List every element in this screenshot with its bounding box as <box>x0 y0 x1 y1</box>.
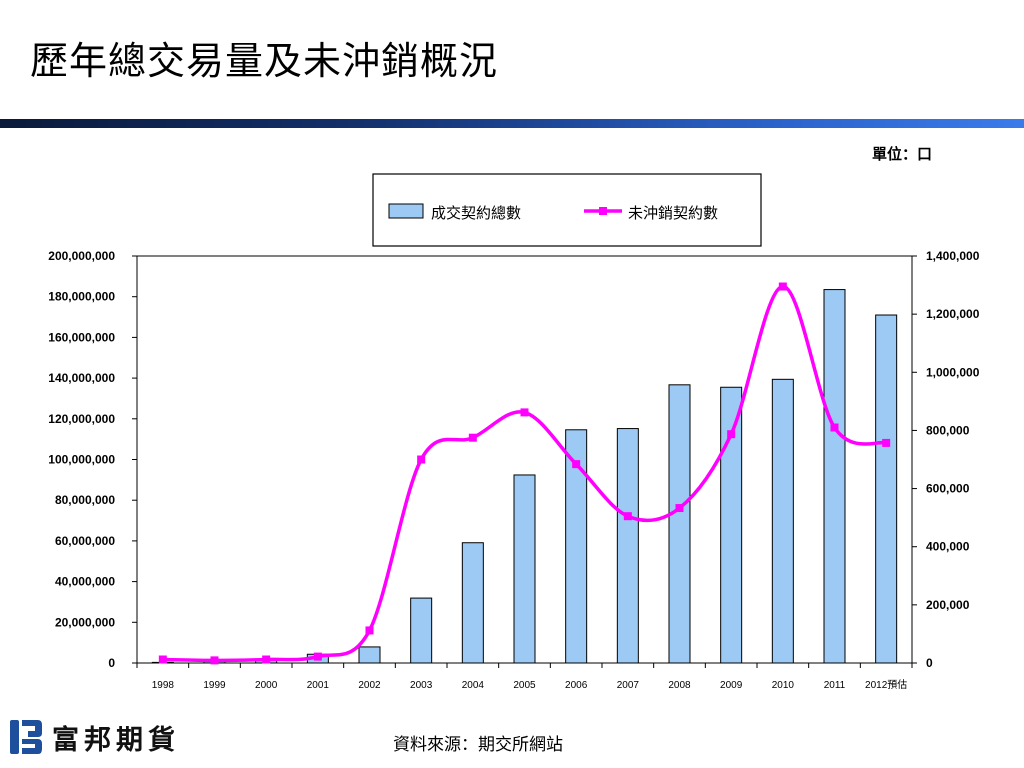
bar-2010 <box>771 378 794 664</box>
x-tick-label: 2007 <box>617 680 640 691</box>
x-tick-label: 2011 <box>824 680 846 691</box>
bar-2003 <box>410 597 433 664</box>
line-point-2005 <box>520 408 529 417</box>
bar-2009 <box>720 386 743 664</box>
line-point-2007 <box>623 512 632 521</box>
line-point-2003 <box>417 455 426 464</box>
left-tick-label: 60,000,000 <box>55 534 115 548</box>
line-point-2009 <box>727 430 736 439</box>
x-tick-label: 2004 <box>462 680 485 691</box>
right-tick-label: 1,200,000 <box>926 307 980 321</box>
brand-logo: 富邦期貨 <box>8 716 180 758</box>
unit-label: 單位：口 <box>872 145 933 163</box>
line-point-1998 <box>158 655 167 664</box>
bar-2012預估 <box>875 314 898 664</box>
left-tick-label: 160,000,000 <box>48 330 115 344</box>
right-tick-label: 400,000 <box>926 540 970 554</box>
x-axis: 1998 1999 2000 2001 2002 2003 2004 2005 2006 2007… <box>136 663 913 691</box>
x-tick-label: 2012預估 <box>865 678 907 691</box>
fubon-logo-icon <box>10 720 42 754</box>
line-point-2002 <box>365 626 374 635</box>
right-y-axis: 0 200,000 400,000 600,000 800,000 1,000,000 1,… <box>912 249 980 670</box>
line-point-2008 <box>675 504 684 513</box>
line-series <box>158 282 891 665</box>
right-tick-label: 600,000 <box>926 482 970 496</box>
x-tick-label: 2008 <box>668 680 691 691</box>
right-tick-label: 1,400,000 <box>926 249 980 263</box>
bar-2008 <box>668 384 691 664</box>
right-tick-label: 1,000,000 <box>926 365 980 379</box>
line-point-2000 <box>262 655 271 664</box>
bar-2007 <box>616 428 639 664</box>
x-tick-label: 2009 <box>720 680 743 691</box>
left-tick-label: 40,000,000 <box>55 575 115 589</box>
legend-box <box>372 173 762 247</box>
title-divider-bar <box>0 119 1024 128</box>
x-tick-label: 2000 <box>255 680 278 691</box>
chart-legend: 成交契約總數 未沖銷契約數 <box>372 173 762 247</box>
left-tick-label: 180,000,000 <box>48 290 115 304</box>
source-note: 資料來源：期交所網站 <box>393 735 563 755</box>
right-tick-label: 200,000 <box>926 598 970 612</box>
line-point-2012預估 <box>882 438 891 447</box>
x-tick-label: 2001 <box>307 680 330 691</box>
right-tick-label: 800,000 <box>926 423 970 437</box>
left-tick-label: 140,000,000 <box>48 371 115 385</box>
legend-bar-label: 成交契約總數 <box>431 204 521 222</box>
left-tick-label: 0 <box>108 656 115 670</box>
line-point-2010 <box>778 282 787 291</box>
bar-series <box>151 289 898 664</box>
x-tick-label: 2005 <box>513 680 536 691</box>
x-tick-label: 1999 <box>203 680 226 691</box>
line-point-1999 <box>210 656 219 665</box>
x-tick-label: 2002 <box>358 680 381 691</box>
bar-2011 <box>823 289 846 664</box>
line-point-2006 <box>572 460 581 469</box>
x-tick-label: 1998 <box>152 680 175 691</box>
bar-2004 <box>461 542 484 664</box>
legend-line-label: 未沖銷契約數 <box>628 204 718 222</box>
bar-2005 <box>513 474 536 664</box>
line-point-2001 <box>313 652 322 661</box>
line-point-2004 <box>468 433 477 442</box>
bar-2002 <box>358 646 381 664</box>
x-tick-label: 2006 <box>565 680 588 691</box>
left-tick-label: 80,000,000 <box>55 493 115 507</box>
left-tick-label: 200,000,000 <box>48 249 115 263</box>
legend-line-marker <box>599 207 607 215</box>
x-tick-label: 2010 <box>772 680 795 691</box>
legend-bar-swatch <box>388 203 424 219</box>
left-tick-label: 100,000,000 <box>48 453 115 467</box>
slide-title: 歷年總交易量及未沖銷概況 <box>30 39 499 83</box>
left-y-axis: 0 20,000,000 40,000,000 60,000,000 80,000,00… <box>48 249 137 670</box>
line-point-2011 <box>830 423 839 432</box>
right-tick-label: 0 <box>926 656 933 670</box>
left-tick-label: 120,000,000 <box>48 412 115 426</box>
x-tick-label: 2003 <box>410 680 433 691</box>
brand-name: 富邦期貨 <box>52 724 180 756</box>
left-tick-label: 20,000,000 <box>55 615 115 629</box>
